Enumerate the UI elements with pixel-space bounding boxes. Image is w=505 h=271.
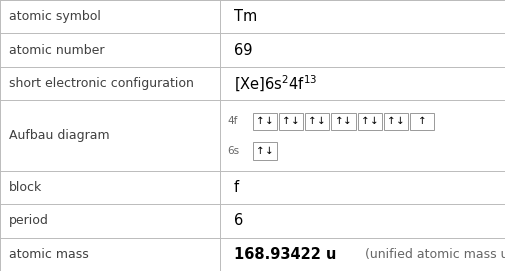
Text: 6: 6 [234, 213, 243, 228]
Text: ↑: ↑ [282, 117, 291, 127]
Text: ↑: ↑ [309, 117, 317, 127]
Bar [305, 113, 329, 130]
Text: atomic number: atomic number [9, 44, 105, 57]
Bar [358, 113, 382, 130]
Text: atomic symbol: atomic symbol [9, 10, 101, 23]
Text: ↑: ↑ [256, 117, 265, 127]
Text: Tm: Tm [234, 9, 257, 24]
Text: ↑: ↑ [387, 117, 396, 127]
Text: ↓: ↓ [396, 117, 405, 127]
Text: block: block [9, 181, 42, 194]
Text: period: period [9, 214, 49, 227]
Text: 168.93422 u: 168.93422 u [234, 247, 336, 262]
Text: ↓: ↓ [265, 117, 273, 127]
Bar [252, 142, 277, 160]
Text: ↑: ↑ [335, 117, 343, 127]
Bar [410, 113, 434, 130]
Text: 69: 69 [234, 43, 252, 58]
Bar [279, 113, 303, 130]
Text: ↑: ↑ [361, 117, 370, 127]
Text: short electronic configuration: short electronic configuration [9, 77, 194, 90]
Text: ↓: ↓ [343, 117, 352, 127]
Bar [384, 113, 408, 130]
Bar [252, 113, 277, 130]
Text: $\rm [Xe]6s^24f^{13}$: $\rm [Xe]6s^24f^{13}$ [234, 74, 317, 94]
Text: atomic mass: atomic mass [9, 248, 89, 261]
Text: ↓: ↓ [370, 117, 378, 127]
Text: Aufbau diagram: Aufbau diagram [9, 129, 110, 142]
Text: ↓: ↓ [291, 117, 299, 127]
Text: ↓: ↓ [265, 146, 273, 156]
Text: (unified atomic mass units): (unified atomic mass units) [365, 248, 505, 261]
Text: 6s: 6s [227, 146, 239, 156]
Bar [331, 113, 356, 130]
Text: 4f: 4f [227, 117, 238, 127]
Text: ↑: ↑ [256, 146, 265, 156]
Text: ↑: ↑ [418, 117, 427, 127]
Text: f: f [234, 180, 239, 195]
Text: ↓: ↓ [317, 117, 326, 127]
